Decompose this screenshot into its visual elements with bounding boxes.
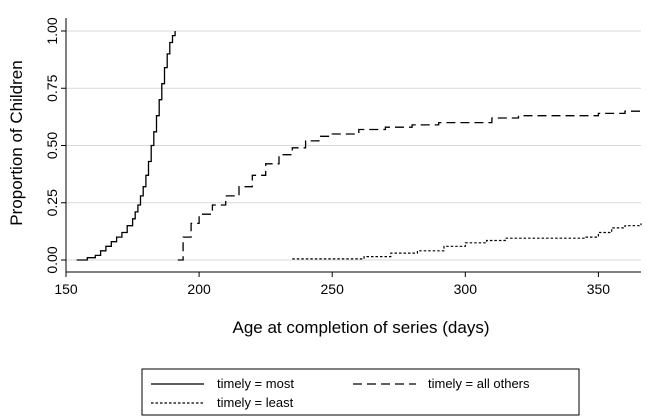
x-tick-label-2: 250 bbox=[321, 281, 345, 297]
series-line-1 bbox=[177, 110, 641, 261]
legend-label-least: timely = least bbox=[217, 395, 294, 410]
series-line-0 bbox=[76, 31, 176, 261]
series-lines bbox=[76, 31, 642, 261]
series-line-2 bbox=[292, 223, 642, 260]
x-tick-label-0: 150 bbox=[54, 281, 78, 297]
legend-label-most: timely = most bbox=[217, 376, 294, 391]
x-tick-label-1: 200 bbox=[187, 281, 211, 297]
legend-label-all-others: timely = all others bbox=[428, 376, 530, 391]
y-axis-title: Proportion of Children bbox=[7, 60, 26, 225]
x-tick-label-4: 350 bbox=[587, 281, 611, 297]
x-axis-title: Age at completion of series (days) bbox=[232, 318, 489, 337]
y-tick-label-4: 1.00 bbox=[44, 17, 60, 44]
legend: timely = most timely = all others timely… bbox=[141, 368, 580, 416]
y-tick-label-0: 0.00 bbox=[44, 246, 60, 273]
legend-box bbox=[141, 368, 580, 416]
y-tick-label-1: 0.25 bbox=[44, 189, 60, 216]
axes: 0.00 0.25 0.50 0.75 1.00 150 200 250 300 350 bbox=[44, 17, 641, 297]
y-tick-label-2: 0.50 bbox=[44, 132, 60, 159]
x-tick-label-3: 300 bbox=[454, 281, 478, 297]
y-tick-label-3: 0.75 bbox=[44, 74, 60, 101]
